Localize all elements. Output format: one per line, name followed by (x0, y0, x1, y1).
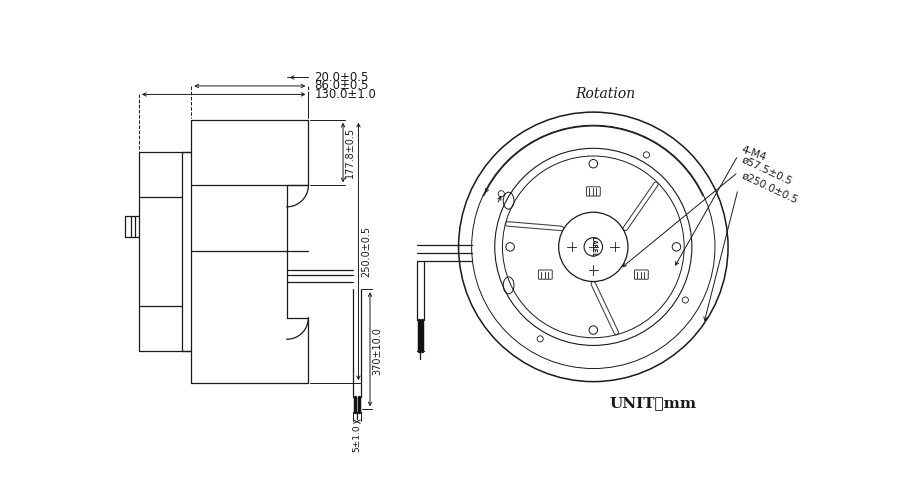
Text: 86.0±0.5: 86.0±0.5 (315, 80, 369, 93)
Text: Rotation: Rotation (575, 87, 635, 101)
Text: LABEL: LABEL (590, 236, 597, 257)
Text: 370±10.0: 370±10.0 (372, 327, 382, 375)
Text: 177.8±0.5: 177.8±0.5 (345, 127, 355, 178)
Text: ø250.0±0.5: ø250.0±0.5 (740, 170, 799, 205)
Text: 5±1.0: 5±1.0 (353, 424, 361, 452)
Text: 130.0±1.0: 130.0±1.0 (315, 88, 377, 101)
Text: ø57.5±0.5: ø57.5±0.5 (740, 154, 794, 187)
Text: 4-M4: 4-M4 (740, 144, 767, 163)
Text: 20.0±0.5: 20.0±0.5 (315, 71, 369, 84)
Text: UNIT：mm: UNIT：mm (610, 396, 697, 410)
Text: 250.0±0.5: 250.0±0.5 (361, 226, 370, 277)
